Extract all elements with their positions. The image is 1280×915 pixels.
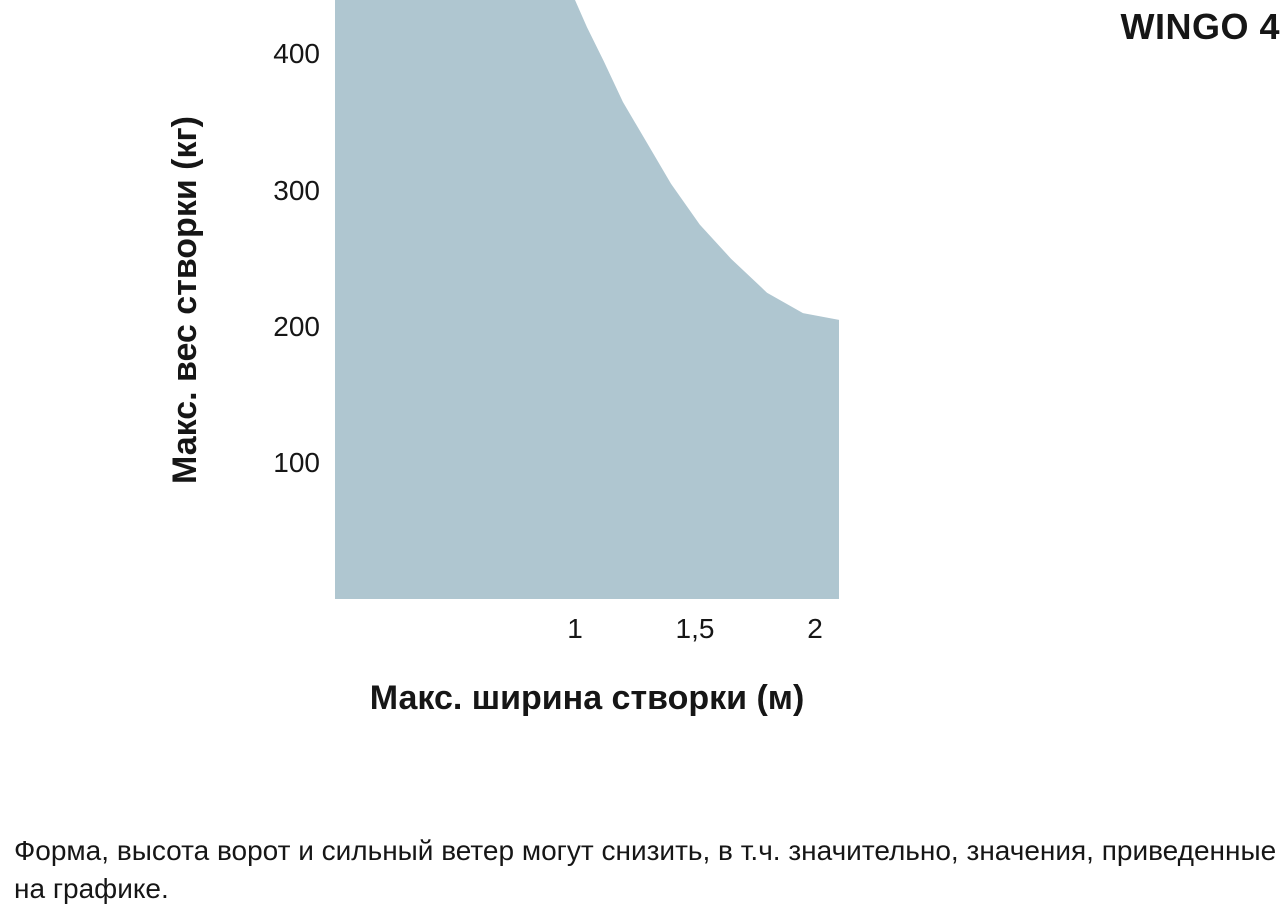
x-tick-label: 1 — [567, 613, 583, 645]
footnote-text: Форма, высота ворот и сильный ветер могу… — [14, 832, 1280, 908]
x-tick-label: 1,5 — [676, 613, 715, 645]
y-axis-label: Макс. вес створки (кг) — [166, 115, 205, 483]
y-tick-label: 200 — [265, 311, 320, 343]
x-axis-label: Макс. ширина створки (м) — [370, 679, 805, 718]
y-tick-label: 100 — [265, 447, 320, 479]
chart-plot-area — [335, 0, 839, 599]
y-tick-label: 300 — [265, 175, 320, 207]
x-tick-label: 2 — [807, 613, 823, 645]
y-tick-label: 400 — [265, 38, 320, 70]
product-title: WINGO 4 — [1120, 6, 1280, 48]
stage: WINGO 4 Макс. вес створки (кг) Макс. шир… — [0, 0, 1280, 915]
